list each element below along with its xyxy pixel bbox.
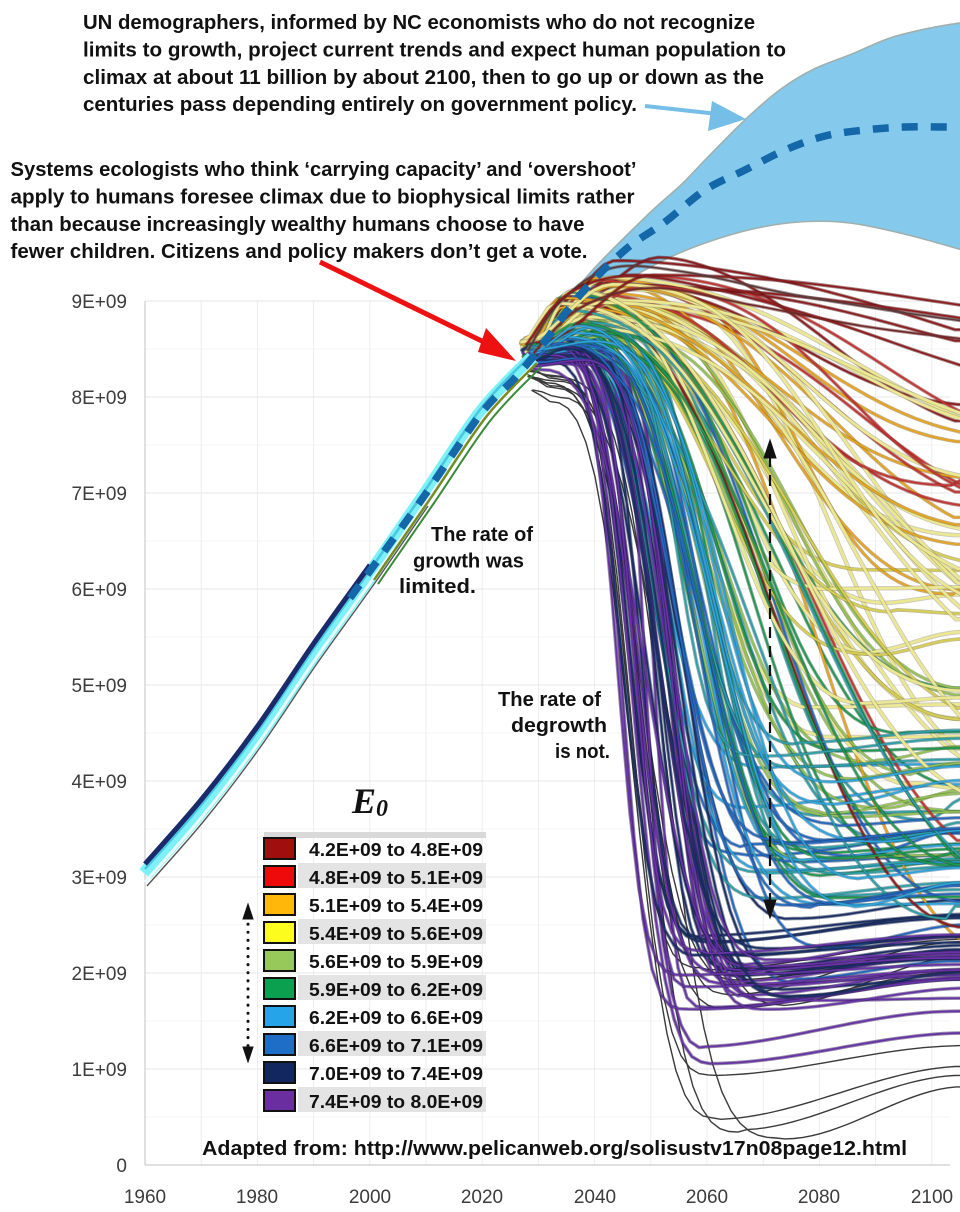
svg-text:7.0E+09 to 7.4E+09: 7.0E+09 to 7.4E+09 <box>309 1063 483 1084</box>
svg-text:apply to humans foresee climax: apply to humans foresee climax due to bi… <box>11 185 635 208</box>
svg-text:2040: 2040 <box>574 1187 616 1208</box>
svg-text:8E+09: 8E+09 <box>72 388 127 409</box>
svg-text:2100: 2100 <box>911 1187 953 1208</box>
svg-text:6E+09: 6E+09 <box>72 580 127 601</box>
svg-text:2060: 2060 <box>686 1187 728 1208</box>
svg-text:UN demographers, informed by N: UN demographers, informed by NC economis… <box>83 11 755 34</box>
svg-text:degrowth: degrowth <box>511 714 607 737</box>
svg-text:1980: 1980 <box>236 1187 278 1208</box>
svg-text:growth was: growth was <box>413 550 524 573</box>
svg-text:7E+09: 7E+09 <box>72 484 127 505</box>
svg-text:2E+09: 2E+09 <box>72 964 127 985</box>
svg-text:climax at about 11 billion by: climax at about 11 billion by about 2100… <box>83 66 764 89</box>
svg-text:4E+09: 4E+09 <box>72 772 127 793</box>
svg-text:7.4E+09 to 8.0E+09: 7.4E+09 to 8.0E+09 <box>309 1091 483 1112</box>
svg-text:6.2E+09 to 6.6E+09: 6.2E+09 to 6.6E+09 <box>309 1007 483 1028</box>
svg-text:2000: 2000 <box>349 1187 391 1208</box>
svg-text:1960: 1960 <box>124 1187 166 1208</box>
svg-text:5.9E+09 to 6.2E+09: 5.9E+09 to 6.2E+09 <box>309 979 483 1000</box>
svg-text:5E+09: 5E+09 <box>72 676 127 697</box>
svg-text:limits to growth, project curr: limits to growth, project current trends… <box>83 38 786 61</box>
svg-text:9E+09: 9E+09 <box>72 292 127 313</box>
svg-text:Adapted from: http://www.pelic: Adapted from: http://www.pelicanweb.org/… <box>202 1138 907 1160</box>
svg-text:centuries pass depending entir: centuries pass depending entirely on gov… <box>83 93 637 116</box>
svg-text:1E+09: 1E+09 <box>72 1060 127 1081</box>
svg-text:limited.: limited. <box>399 575 476 598</box>
svg-text:Systems ecologists who think ‘: Systems ecologists who think ‘carrying c… <box>11 158 637 181</box>
svg-text:5.1E+09 to 5.4E+09: 5.1E+09 to 5.4E+09 <box>309 895 483 916</box>
svg-text:6.6E+09 to 7.1E+09: 6.6E+09 to 7.1E+09 <box>309 1035 483 1056</box>
svg-text:2020: 2020 <box>461 1187 503 1208</box>
svg-text:5.4E+09 to 5.6E+09: 5.4E+09 to 5.6E+09 <box>309 923 483 944</box>
svg-text:fewer children. Citizens and p: fewer children. Citizens and policy make… <box>11 240 588 263</box>
svg-text:3E+09: 3E+09 <box>72 868 127 889</box>
svg-text:is not.: is not. <box>555 740 610 763</box>
svg-text:2080: 2080 <box>798 1187 840 1208</box>
svg-text:5.6E+09 to 5.9E+09: 5.6E+09 to 5.9E+09 <box>309 951 483 972</box>
svg-text:The rate of: The rate of <box>431 523 533 546</box>
svg-text:The rate of: The rate of <box>498 688 601 711</box>
svg-text:0: 0 <box>116 1156 127 1177</box>
svg-text:4.8E+09 to 5.1E+09: 4.8E+09 to 5.1E+09 <box>309 867 483 888</box>
svg-text:than because increasingly weal: than because increasingly wealthy humans… <box>11 213 585 236</box>
svg-text:4.2E+09 to 4.8E+09: 4.2E+09 to 4.8E+09 <box>309 839 483 860</box>
